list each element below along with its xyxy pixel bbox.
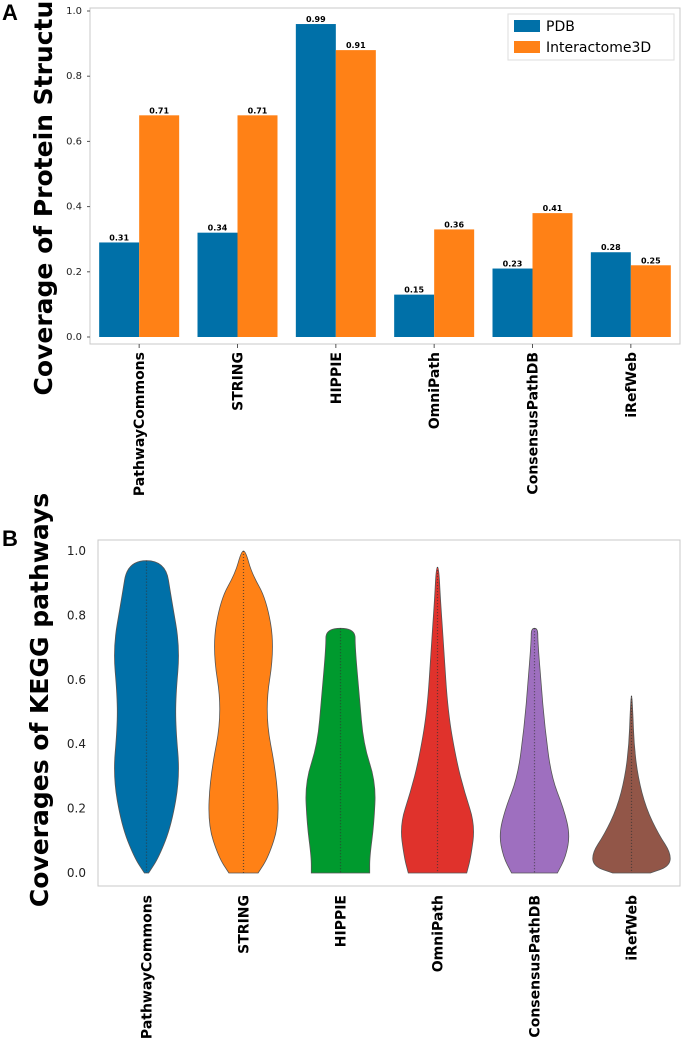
violin-irefweb <box>592 695 671 874</box>
violin-omnipath <box>401 566 474 874</box>
x-tick-label-hippie: HIPPIE <box>334 895 350 947</box>
panel-letter-b: B <box>2 526 18 551</box>
data-label-pdb-omnipath: 0.15 <box>404 286 424 295</box>
data-label-pdb-string: 0.34 <box>208 224 228 233</box>
bar-interactome3d-string <box>237 115 278 337</box>
bar-pdb-string <box>197 232 238 337</box>
x-tick-label-omnipath: OmniPath <box>431 895 447 972</box>
y-tick-label: 1.0 <box>66 6 82 17</box>
x-tick-label-consensuspathdb: ConsensusPathDB <box>526 352 542 495</box>
x-tick-label-irefweb: iRefWeb <box>624 352 640 418</box>
bar-pdb-hippie <box>295 24 336 337</box>
y-tick-label: 0.8 <box>67 608 86 622</box>
panel-b-chart: 0.0 0.2 0.4 0.6 0.8 1.0 PathwayCommons STRING HI… <box>67 544 671 1039</box>
x-tick-label-omnipath: OmniPath <box>427 352 443 429</box>
y-tick-label: 1.0 <box>67 544 86 558</box>
bar-pdb-consensuspathdb <box>492 268 533 337</box>
violin-hippie <box>305 627 376 874</box>
panel-a-plot-area <box>89 7 681 345</box>
y-tick-label: 0.8 <box>66 71 82 82</box>
bar-interactome3d-consensuspathdb <box>532 213 573 337</box>
y-tick-label: 0.2 <box>66 267 82 278</box>
data-label-interactome3d-consensuspathdb: 0.41 <box>543 204 563 213</box>
data-label-pdb-pathwaycommons: 0.31 <box>109 233 129 242</box>
data-label-pdb-hippie: 0.99 <box>306 15 326 24</box>
bar-pdb-pathwaycommons <box>99 242 140 337</box>
panel-b-plot-area <box>97 539 681 887</box>
legend-swatch-pdb <box>514 20 540 32</box>
x-tick-label-hippie: HIPPIE <box>329 352 345 404</box>
x-tick-label-pathwaycommons: PathwayCommons <box>132 352 148 496</box>
y-tick-label: 0.0 <box>67 866 86 880</box>
legend-label-interactome3d: Interactome3D <box>546 40 651 56</box>
panel-a-legend: PDB Interactome3D <box>507 13 675 61</box>
x-tick-label-string: STRING <box>237 895 253 954</box>
y-tick-label: 0.4 <box>66 202 82 213</box>
x-tick-label-irefweb: iRefWeb <box>625 895 641 961</box>
panel-a-y-axis-label: Coverage of Protein Structures <box>29 0 58 395</box>
violin-consensuspathdb <box>499 627 570 874</box>
panel-letter-a: A <box>2 0 18 25</box>
y-tick-label: 0.6 <box>67 673 86 687</box>
data-label-pdb-irefweb: 0.28 <box>601 243 621 252</box>
x-tick-label-pathwaycommons: PathwayCommons <box>140 895 156 1039</box>
data-label-pdb-consensuspathdb: 0.23 <box>503 260 523 269</box>
bar-interactome3d-hippie <box>335 50 376 338</box>
y-tick-label: 0.0 <box>66 332 82 343</box>
legend-label-pdb: PDB <box>546 19 575 35</box>
data-label-interactome3d-hippie: 0.91 <box>346 41 366 50</box>
data-label-interactome3d-irefweb: 0.25 <box>641 256 661 265</box>
panel-a-chart: 0.0 0.2 0.4 0.6 0.8 1.0 0.31 0.71 PathwayCommons… <box>66 6 671 496</box>
data-label-interactome3d-pathwaycommons: 0.71 <box>149 106 169 115</box>
bar-interactome3d-irefweb <box>630 265 671 337</box>
x-tick-label-consensuspathdb: ConsensusPathDB <box>528 895 544 1038</box>
violin-string <box>208 550 279 874</box>
x-tick-label-string: STRING <box>231 352 247 411</box>
data-label-interactome3d-string: 0.71 <box>248 106 268 115</box>
bar-interactome3d-omnipath <box>434 229 475 337</box>
bar-pdb-omnipath <box>394 294 435 337</box>
y-tick-label: 0.2 <box>67 802 86 816</box>
legend-swatch-interactome3d <box>514 41 540 53</box>
y-tick-label: 0.6 <box>66 136 82 147</box>
panel-b-y-axis-label: Coverages of KEGG pathways <box>25 493 54 907</box>
data-label-interactome3d-omnipath: 0.36 <box>444 220 464 229</box>
bar-pdb-irefweb <box>590 252 631 337</box>
y-tick-label: 0.4 <box>67 737 86 751</box>
bar-interactome3d-pathwaycommons <box>139 115 180 337</box>
